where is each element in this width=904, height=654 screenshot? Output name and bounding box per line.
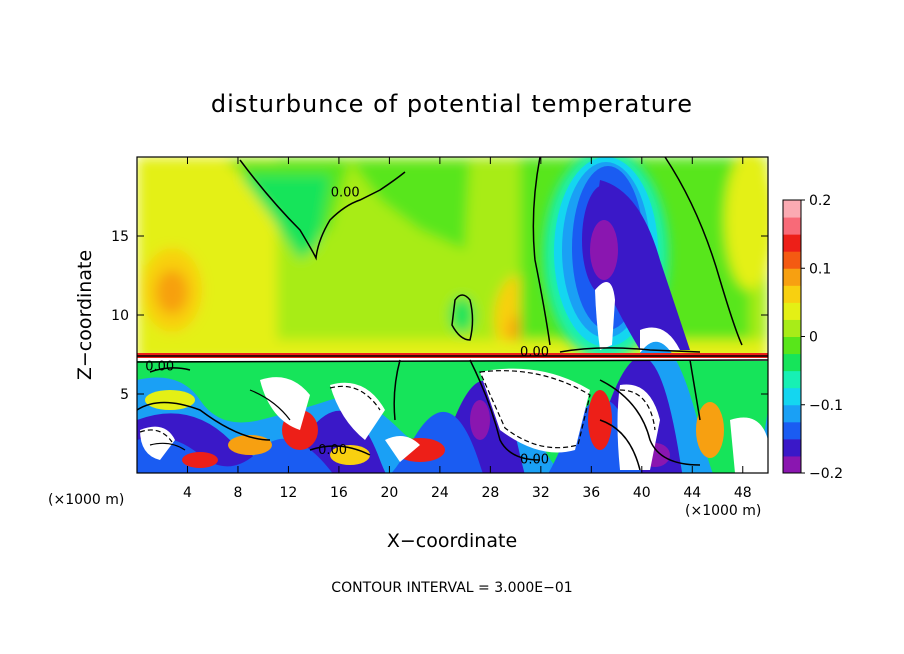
- x-axis: 4 8 12 16 20 24 28 32 36 40 44 48: [183, 157, 752, 501]
- y-tick-label: 5: [120, 387, 129, 403]
- contour-label: 0.00: [145, 359, 174, 374]
- contour-lines: [137, 157, 768, 471]
- x-unit-right: (×1000 m): [685, 503, 761, 519]
- contour-interval-note: CONTOUR INTERVAL = 3.000E−01: [331, 580, 572, 596]
- colorbar-swatch: [783, 217, 801, 235]
- colorbar-swatch: [783, 251, 801, 269]
- colorbar-swatch: [783, 404, 801, 423]
- colorbar-swatch: [783, 234, 801, 252]
- colorbar-swatch: [783, 336, 801, 355]
- y-tick-label: 10: [111, 308, 129, 324]
- x-tick-label: 48: [734, 485, 752, 501]
- colorbar: 0.2 0.1 0 −0.1 −0.2: [782, 193, 843, 482]
- x-tick-label: 36: [582, 485, 600, 501]
- cold-anomaly: [544, 157, 690, 360]
- x-tick-label: 24: [431, 485, 449, 501]
- plot-area: 0.00 0.00 0.00 0.00 0.00: [136, 156, 769, 474]
- lower-field: [137, 341, 768, 473]
- colorbar-tick-label: 0.2: [809, 193, 831, 209]
- colorbar-swatch: [783, 200, 801, 218]
- chart-title: disturbunce of potential temperature: [211, 90, 693, 118]
- colorbar-tick-label: −0.2: [809, 466, 843, 482]
- colorbar-swatch: [783, 302, 801, 320]
- y-axis: 5 10 15: [111, 229, 768, 403]
- contour-lines-negative: [139, 370, 656, 449]
- contour-labels: 0.00 0.00 0.00 0.00 0.00: [145, 186, 549, 468]
- x-axis-label: X−coordinate: [387, 530, 517, 552]
- contour-label: 0.00: [520, 453, 549, 468]
- x-tick-label: 28: [481, 485, 499, 501]
- y-axis-label: Z−coordinate: [74, 250, 96, 380]
- contour-label: 0.00: [318, 443, 347, 458]
- x-tick-label: 20: [380, 485, 398, 501]
- x-tick-label: 40: [633, 485, 651, 501]
- x-tick-label: 8: [233, 485, 242, 501]
- colorbar-swatch: [783, 353, 801, 372]
- colorbar-tick-label: 0.1: [809, 261, 831, 277]
- colorbar-tick-label: 0: [809, 330, 818, 346]
- colorbar-swatch: [783, 268, 801, 286]
- colorbar-swatch: [783, 285, 801, 303]
- x-tick-label: 32: [532, 485, 550, 501]
- colorbar-swatch: [783, 370, 801, 389]
- colorbar-swatch: [783, 438, 801, 457]
- x-tick-label: 16: [330, 485, 348, 501]
- colorbar-swatch: [783, 319, 801, 337]
- x-tick-label: 44: [683, 485, 701, 501]
- x-unit-left: (×1000 m): [48, 492, 124, 508]
- x-tick-label: 12: [280, 485, 298, 501]
- y-tick-label: 15: [111, 229, 129, 245]
- contour-label: 0.00: [331, 186, 360, 201]
- colorbar-swatch: [783, 421, 801, 440]
- colorbar-swatch: [783, 455, 801, 474]
- colorbar-swatch: [783, 387, 801, 406]
- contour-label: 0.00: [520, 345, 549, 360]
- colorbar-tick-label: −0.1: [809, 398, 843, 414]
- x-tick-label: 4: [183, 485, 192, 501]
